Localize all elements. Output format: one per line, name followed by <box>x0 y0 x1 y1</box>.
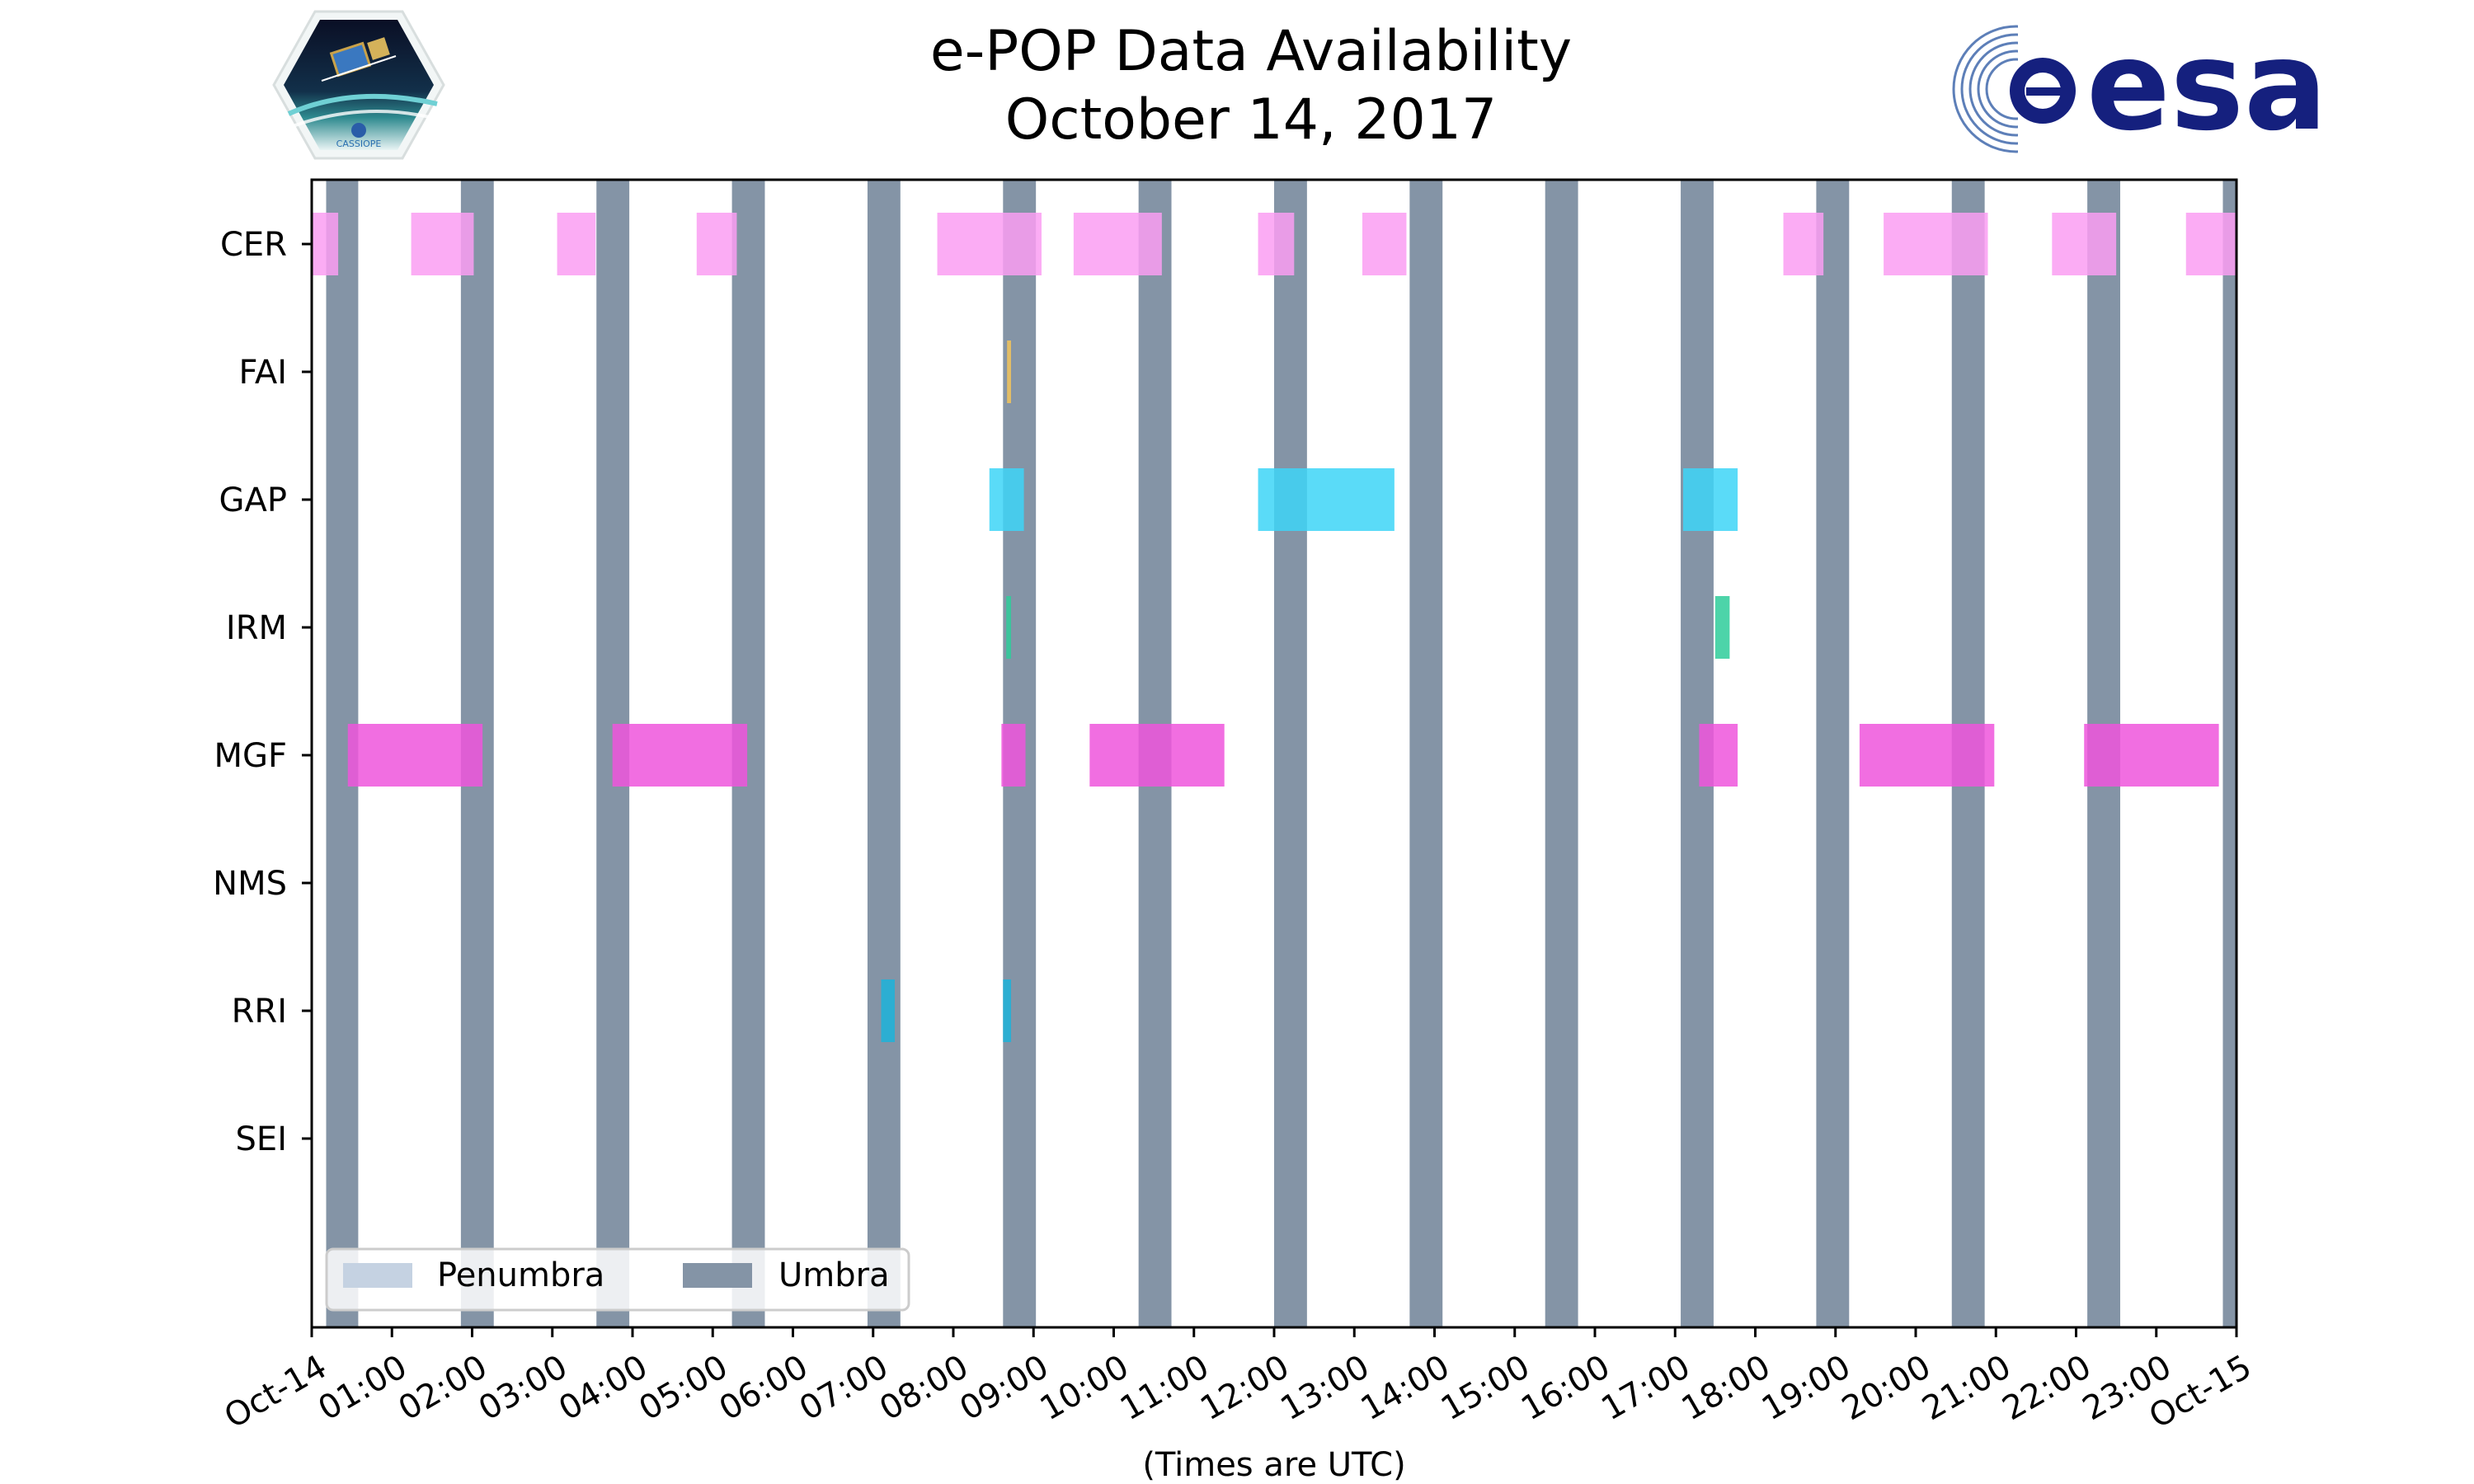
x-axis-label: (Times are UTC) <box>1142 1446 1405 1484</box>
legend-umbra-label: Umbra <box>778 1256 890 1294</box>
data-bar-cer <box>1073 213 1162 275</box>
y-tick-label: SEI <box>236 1120 287 1158</box>
x-tick-label: 15:00 <box>1435 1348 1536 1428</box>
x-tick-label: Oct-14 <box>219 1348 333 1436</box>
umbra-band <box>1274 180 1307 1327</box>
x-tick-label: 19:00 <box>1756 1348 1857 1428</box>
x-tick-label: 22:00 <box>1997 1348 2098 1428</box>
data-bar-mgf <box>1699 724 1738 787</box>
data-bar-cer <box>1783 213 1824 275</box>
data-bar-rri <box>1003 979 1012 1042</box>
x-tick-label: 20:00 <box>1836 1348 1937 1428</box>
data-bar-fai <box>1007 340 1012 403</box>
data-bar-gap <box>1682 468 1738 531</box>
x-tick-label: 10:00 <box>1034 1348 1136 1428</box>
legend: Penumbra Umbra <box>325 1247 910 1312</box>
x-tick-label: 16:00 <box>1515 1348 1616 1428</box>
umbra-band <box>867 180 901 1327</box>
plot-area: CER FAI GAP IRM MGF NMS RRI SEI Oct-1401:0002:0… <box>213 178 2258 1436</box>
x-tick-label: 08:00 <box>873 1348 975 1428</box>
data-bar-cer <box>411 213 474 275</box>
esa-logo-text: esa <box>2086 15 2327 158</box>
x-tick-label: 12:00 <box>1194 1348 1296 1428</box>
data-bar-irm <box>1714 596 1730 659</box>
x-tick-label: 11:00 <box>1114 1348 1216 1428</box>
umbra-band <box>1545 180 1578 1327</box>
cassiope-logo: CASSIOPE <box>272 10 445 160</box>
x-tick-label: 17:00 <box>1595 1348 1696 1428</box>
data-bar-rri <box>881 979 896 1042</box>
x-axis: Oct-1401:0002:0003:0004:0005:0006:0007:0… <box>219 1327 2258 1436</box>
data-bar-cer <box>2185 213 2236 275</box>
data-bar-cer <box>2052 213 2117 275</box>
data-bar-cer <box>1884 213 1988 275</box>
y-tick-label: MGF <box>214 737 287 775</box>
y-tick-label: CER <box>220 226 287 264</box>
data-bar-mgf <box>347 724 483 787</box>
x-tick-label: 13:00 <box>1274 1348 1376 1428</box>
y-tick-label: GAP <box>219 481 287 519</box>
data-bar-mgf <box>1001 724 1026 787</box>
chart-title-line1: e-POP Data Availability <box>930 19 1572 84</box>
y-tick-label: IRM <box>226 609 287 647</box>
data-bar-cer <box>1258 213 1295 275</box>
esa-logo: esa <box>1952 15 2327 158</box>
data-bar-cer <box>312 213 339 275</box>
x-tick-label: 02:00 <box>393 1348 494 1428</box>
umbra-band <box>2222 180 2236 1327</box>
data-bar-cer <box>1362 213 1407 275</box>
x-tick-label: 01:00 <box>312 1348 413 1428</box>
data-bars <box>312 213 2236 1042</box>
x-tick-label: 06:00 <box>713 1348 815 1428</box>
y-tick-label: RRI <box>232 993 287 1031</box>
cassiope-logo-text: CASSIOPE <box>336 139 382 149</box>
x-tick-label: 18:00 <box>1676 1348 1777 1428</box>
legend-frame <box>325 1247 910 1312</box>
umbra-band <box>1409 180 1443 1327</box>
chart-title-line2: October 14, 2017 <box>1005 87 1498 153</box>
data-bar-cer <box>696 213 737 275</box>
data-bar-mgf <box>1089 724 1225 787</box>
data-bar-gap <box>1258 468 1395 531</box>
data-bar-cer <box>557 213 596 275</box>
data-bar-gap <box>989 468 1024 531</box>
x-tick-label: 21:00 <box>1916 1348 2017 1428</box>
x-tick-label: 09:00 <box>953 1348 1055 1428</box>
data-bar-cer <box>937 213 1042 275</box>
x-tick-label: 04:00 <box>553 1348 654 1428</box>
x-tick-label: 03:00 <box>473 1348 574 1428</box>
legend-penumbra-label: Penumbra <box>437 1256 604 1294</box>
data-bar-mgf <box>2084 724 2219 787</box>
x-tick-label: 05:00 <box>633 1348 734 1428</box>
legend-penumbra-swatch <box>343 1263 412 1288</box>
y-tick-label: FAI <box>239 354 288 392</box>
legend-umbra-swatch <box>683 1263 752 1288</box>
data-bar-mgf <box>612 724 748 787</box>
umbra-band <box>1816 180 1850 1327</box>
data-bar-mgf <box>1859 724 1995 787</box>
x-tick-label: 14:00 <box>1355 1348 1456 1428</box>
y-tick-label: NMS <box>213 865 287 903</box>
y-axis: CER FAI GAP IRM MGF NMS RRI SEI <box>213 226 312 1158</box>
data-bar-irm <box>1006 596 1012 659</box>
x-tick-label: 07:00 <box>793 1348 895 1428</box>
